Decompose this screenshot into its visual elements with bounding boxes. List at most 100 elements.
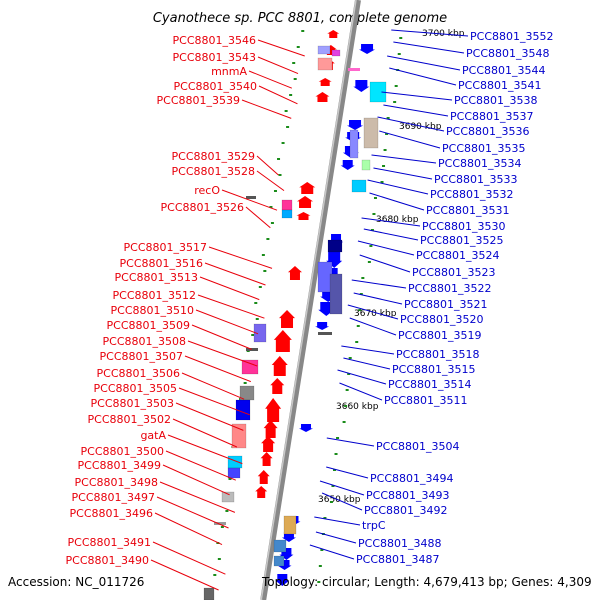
gene-label-right[interactable]: PCC8801_3532 [430,188,513,201]
gene-arrow-forward [297,196,314,208]
gene-label-left[interactable]: PCC8801_3509 [107,319,190,332]
gene-label-right[interactable]: PCC8801_3541 [458,79,541,92]
gene-arrow-reverse [353,80,370,92]
gene-label-right[interactable]: PCC8801_3522 [408,282,491,295]
gene-label-right[interactable]: PCC8801_3487 [356,553,439,566]
gene-label-left[interactable]: PCC8801_3546 [173,34,256,47]
gene-label-left[interactable]: PCC8801_3540 [174,80,257,93]
tick-mark [289,94,293,96]
gene-arrow-forward [260,452,273,466]
gene-label-left[interactable]: PCC8801_3508 [103,335,186,348]
leader-line-right [341,345,395,355]
gene-label-right[interactable]: PCC8801_3515 [392,363,475,376]
gene-label-right[interactable]: PCC8801_3521 [404,298,487,311]
gene-label-left[interactable]: PCC8801_3498 [75,476,158,489]
gene-arrow-reverse [347,120,364,130]
leader-line-left [184,355,251,383]
gene-label-left[interactable]: PCC8801_3516 [120,257,203,270]
leader-line-right [359,254,411,273]
gene-label-right[interactable]: PCC8801_3504 [376,440,459,453]
gene-label-right[interactable]: PCC8801_3523 [412,266,495,279]
tick-mark [286,126,290,128]
gene-label-left[interactable]: PCC8801_3543 [173,51,256,64]
gene-label-right[interactable]: PCC8801_3511 [384,394,467,407]
gene-label-right[interactable]: PCC8801_3514 [388,378,471,391]
gene-label-right[interactable]: PCC8801_3544 [462,64,545,77]
gene-label-right[interactable]: PCC8801_3552 [470,30,553,43]
gene-label-left[interactable]: PCC8801_3496 [70,507,153,520]
kbp-marker: 3670 kbp [354,309,397,319]
gene-arrow-forward [270,378,285,394]
gene-label-left[interactable]: PCC8801_3503 [91,397,174,410]
gene-label-left[interactable]: PCC8801_3513 [115,271,198,284]
gene-box [273,539,287,553]
tick-mark [273,190,277,192]
leader-line-right [326,437,375,447]
gene-label-left[interactable]: recO [194,184,220,197]
leader-line-right [393,41,465,54]
gene-label-right[interactable]: PCC8801_3536 [446,125,529,138]
gene-arrow-reverse [359,44,376,54]
tick-mark [323,517,327,519]
gene-label-right[interactable]: PCC8801_3494 [370,472,453,485]
leader-line-right [343,357,391,370]
gene-label-left[interactable]: mnmA [211,65,247,78]
gene-label-left[interactable]: PCC8801_3510 [111,304,194,317]
leader-line-left [172,418,238,448]
gene-label-right[interactable]: PCC8801_3537 [450,110,533,123]
tick-mark [397,53,401,55]
gene-label-left[interactable]: PCC8801_3528 [172,165,255,178]
gene-label-right[interactable]: PCC8801_3488 [358,537,441,550]
gene-label-left[interactable]: PCC8801_3502 [88,413,171,426]
gene-label-left[interactable]: PCC8801_3500 [81,445,164,458]
gene-label-left[interactable]: PCC8801_3517 [124,241,207,254]
gene-label-right[interactable]: PCC8801_3493 [366,489,449,502]
gene-label-right[interactable]: PCC8801_3492 [364,504,447,517]
leader-line-right [377,116,445,132]
gene-label-right[interactable]: PCC8801_3531 [426,204,509,217]
gene-label-right[interactable]: PCC8801_3548 [466,47,549,60]
leader-line-right [357,240,415,256]
gene-label-left[interactable]: PCC8801_3499 [78,459,161,472]
gene-label-right[interactable]: PCC8801_3534 [438,157,521,170]
tick-mark [277,158,281,160]
gene-label-right[interactable]: PCC8801_3524 [416,249,499,262]
gene-label-right[interactable]: PCC8801_3519 [398,329,481,342]
tick-mark [334,453,338,455]
gene-label-right[interactable]: trpC [362,519,386,532]
leader-line-left [191,324,252,350]
tick-mark [361,277,365,279]
gene-label-left[interactable]: gatA [140,429,166,442]
gene-label-right[interactable]: PCC8801_3525 [420,234,503,247]
gene-box [351,179,367,193]
leader-line-left [156,496,229,529]
gene-label-left[interactable]: PCC8801_3507 [100,350,183,363]
gene-label-left[interactable]: PCC8801_3506 [97,367,180,380]
gene-label-right[interactable]: PCC8801_3535 [442,142,525,155]
leader-line-right [381,91,453,101]
gene-label-right[interactable]: PCC8801_3538 [454,94,537,107]
gene-label-left[interactable]: PCC8801_3497 [72,491,155,504]
leader-line-right [387,55,461,71]
gene-label-left[interactable]: PCC8801_3505 [94,382,177,395]
leader-line-left [197,294,265,319]
leader-line-right [351,279,407,289]
gene-box [283,515,297,535]
gene-label-left[interactable]: PCC8801_3490 [66,554,149,567]
gene-label-left[interactable]: PCC8801_3491 [68,536,151,549]
leader-line-right [321,492,363,511]
gene-label-left[interactable]: PCC8801_3512 [113,289,196,302]
tick-mark [370,229,374,231]
gene-label-left[interactable]: PCC8801_3526 [161,201,244,214]
gene-arrow-forward [279,310,296,328]
gene-arrow-reverse [281,532,296,542]
gene-label-left[interactable]: PCC8801_3529 [172,150,255,163]
gene-arrow-forward [263,420,278,438]
gene-label-right[interactable]: PCC8801_3518 [396,348,479,361]
gene-label-right[interactable]: PCC8801_3533 [434,173,517,186]
gene-label-right[interactable]: PCC8801_3530 [422,220,505,233]
tick-mark [266,238,270,240]
leader-line-right [367,179,429,195]
gene-label-left[interactable]: PCC8801_3539 [157,94,240,107]
gene-label-right[interactable]: PCC8801_3520 [400,313,483,326]
